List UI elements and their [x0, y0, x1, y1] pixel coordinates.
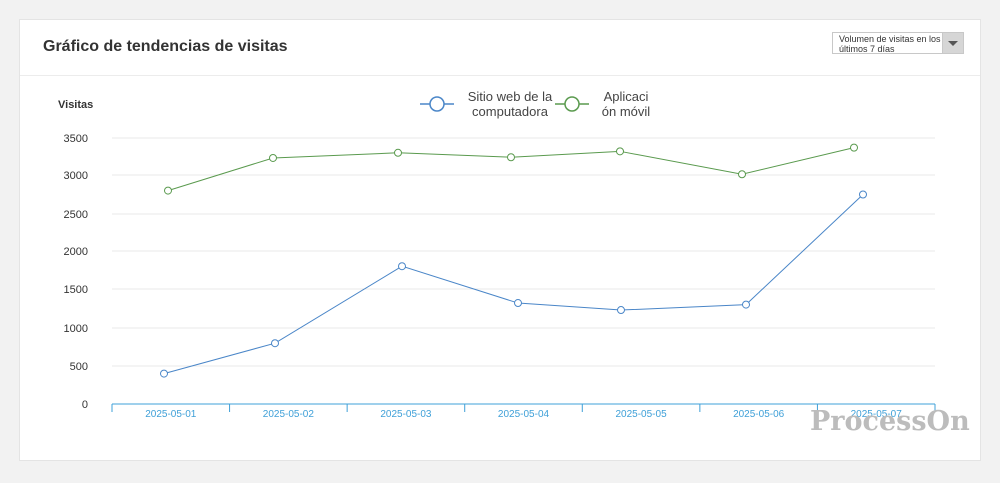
data-point	[616, 147, 624, 156]
y-tick-label: 2500	[64, 209, 88, 221]
legend-label: Sitio web de la	[468, 89, 553, 104]
watermark-logo: ProcessOn	[810, 406, 970, 437]
legend-label: computadora	[472, 104, 549, 119]
data-point	[271, 339, 279, 348]
data-point	[269, 153, 277, 162]
x-tick-label: 2025-05-01	[145, 409, 197, 420]
data-point	[164, 186, 172, 195]
time-range-select-value: Volumen de visitas en los últimos 7 días	[839, 34, 941, 54]
data-point	[398, 262, 406, 271]
x-tick-label: 2025-05-04	[498, 409, 550, 420]
y-tick-label: 3500	[64, 133, 88, 145]
chevron-down-icon[interactable]	[942, 33, 963, 53]
y-tick-label: 0	[82, 399, 88, 411]
data-point	[514, 299, 522, 308]
legend-marker	[564, 96, 580, 112]
legend-label: Aplicaci	[604, 89, 649, 104]
time-range-select[interactable]: Volumen de visitas en los últimos 7 días	[832, 32, 964, 54]
y-axis-label: Visitas	[58, 99, 93, 111]
y-tick-label: 3000	[64, 170, 88, 182]
x-tick-label: 2025-05-05	[615, 409, 667, 420]
x-tick-label: 2025-05-07	[851, 409, 903, 420]
data-point	[394, 148, 402, 157]
legend-marker	[429, 96, 445, 112]
series-line	[163, 194, 864, 375]
chart-card: Gráfico de tendencias de visitas Volumen…	[19, 19, 981, 461]
legend-label: ón móvil	[602, 104, 651, 119]
data-point	[742, 300, 750, 309]
y-tick-label: 1000	[64, 323, 88, 335]
x-tick-label: 2025-05-06	[733, 409, 785, 420]
data-point	[850, 143, 858, 152]
page-title: Gráfico de tendencias de visitas	[43, 38, 288, 55]
x-tick-label: 2025-05-03	[380, 409, 432, 420]
card-header: Gráfico de tendencias de visitas Volumen…	[20, 20, 980, 76]
x-tick-label: 2025-05-02	[263, 409, 315, 420]
y-tick-label: 1500	[64, 284, 88, 296]
data-point	[507, 153, 515, 162]
data-point	[859, 190, 867, 199]
y-tick-label: 500	[70, 361, 88, 373]
data-point	[160, 369, 168, 378]
data-point	[738, 170, 746, 179]
y-tick-label: 2000	[64, 246, 88, 258]
data-point	[617, 306, 625, 315]
